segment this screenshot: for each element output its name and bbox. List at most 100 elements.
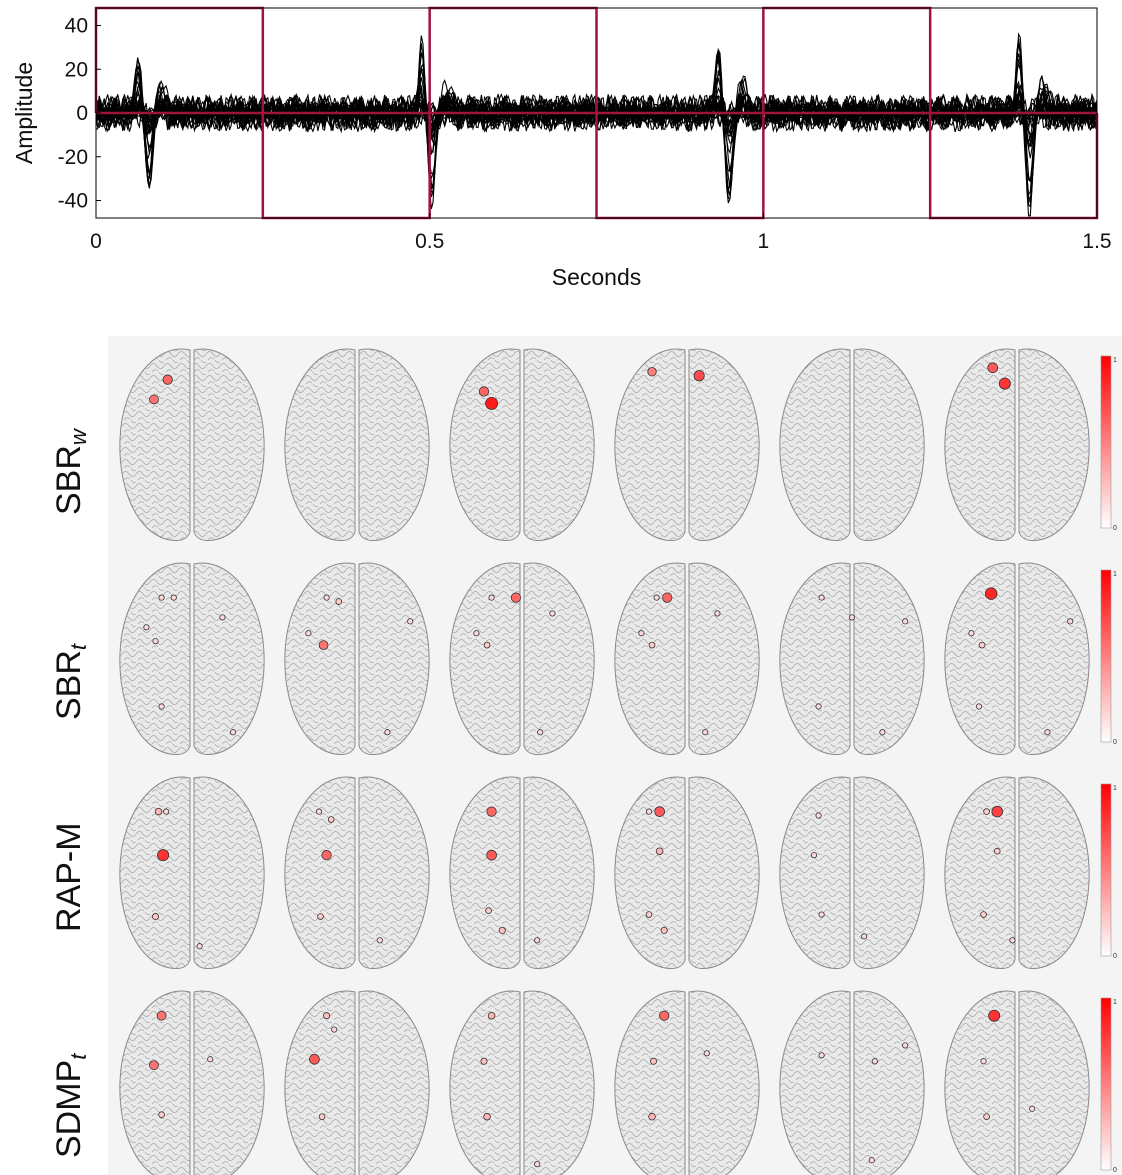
colorbar-min-label: 0 xyxy=(1113,739,1117,746)
y-tick-label: -40 xyxy=(58,190,88,213)
brain-map-cell xyxy=(779,348,925,541)
source-marker xyxy=(478,386,490,397)
source-marker xyxy=(196,943,203,950)
source-marker xyxy=(149,1060,159,1071)
source-marker xyxy=(815,703,822,710)
source-marker xyxy=(645,808,653,815)
source-marker xyxy=(980,911,987,918)
colorbar-max-label: 1 xyxy=(1113,571,1117,578)
source-marker xyxy=(1029,1105,1036,1112)
source-marker xyxy=(315,808,323,815)
colorbar xyxy=(1100,783,1112,957)
brain-hemisphere-right xyxy=(853,776,925,969)
source-marker xyxy=(156,1010,167,1021)
source-marker xyxy=(638,630,645,637)
colorbar xyxy=(1100,569,1112,743)
source-marker xyxy=(487,1011,496,1020)
brain-map-grid: 1 0 1 0 1 0 1 0 xyxy=(119,348,1117,1175)
row-label-sdmp-t: SDMPt xyxy=(50,1053,91,1158)
y-axis-label: Amplitude xyxy=(11,62,37,164)
brain-map-cell xyxy=(284,562,430,755)
x-tick-label: 0.5 xyxy=(415,230,444,253)
colorbar-max-label: 1 xyxy=(1113,999,1117,1006)
brain-hemisphere-right xyxy=(193,776,265,969)
source-marker xyxy=(983,1113,990,1120)
source-marker xyxy=(714,610,721,617)
brain-hemisphere-right xyxy=(1018,990,1090,1175)
source-marker xyxy=(818,1052,825,1059)
brain-hemisphere-left xyxy=(614,776,686,969)
source-marker xyxy=(143,624,150,631)
brain-hemisphere-right xyxy=(523,990,595,1175)
source-marker xyxy=(902,618,909,625)
y-tick-label: 40 xyxy=(65,15,88,38)
brain-map-cell xyxy=(284,990,430,1175)
brain-hemisphere-right xyxy=(1018,348,1090,541)
brain-hemisphere-right xyxy=(1018,776,1090,969)
source-marker xyxy=(871,1058,878,1065)
source-marker xyxy=(879,729,886,736)
source-marker xyxy=(162,374,173,385)
source-marker xyxy=(648,641,656,649)
brain-hemisphere-left xyxy=(449,990,521,1175)
row-label-rap-m: RAP-M xyxy=(50,822,88,932)
brain-hemisphere-right xyxy=(688,776,760,969)
brain-map-cell xyxy=(614,348,760,541)
source-marker xyxy=(149,394,159,405)
source-marker xyxy=(998,377,1011,390)
source-marker xyxy=(158,594,165,601)
brain-map-cell xyxy=(614,776,760,969)
source-marker xyxy=(978,641,986,649)
x-tick-label: 1 xyxy=(757,230,769,253)
source-marker xyxy=(384,729,391,736)
brain-map-cell xyxy=(779,776,925,969)
brain-map-cell xyxy=(779,990,925,1175)
brain-map-cell xyxy=(284,348,430,541)
colorbar-max-label: 1 xyxy=(1113,357,1117,364)
source-marker xyxy=(305,630,312,637)
brain-map-cell xyxy=(944,348,1090,541)
x-axis-label: Seconds xyxy=(552,264,642,290)
brain-hemisphere-right xyxy=(193,348,265,541)
source-marker xyxy=(653,594,660,601)
colorbar-min-label: 0 xyxy=(1113,953,1117,960)
brain-hemisphere-left xyxy=(944,348,1016,541)
brain-hemisphere-left xyxy=(284,562,356,755)
y-tick-label: 20 xyxy=(65,58,88,81)
brain-hemisphere-right xyxy=(853,562,925,755)
brain-hemisphere-left xyxy=(614,562,686,755)
brain-hemisphere-left xyxy=(119,776,191,969)
source-marker xyxy=(818,594,825,601)
source-marker xyxy=(158,1111,165,1118)
brain-map-cell xyxy=(779,562,925,755)
brain-hemisphere-left xyxy=(284,776,356,969)
brain-map-cell xyxy=(119,990,265,1175)
source-marker xyxy=(968,630,975,637)
source-marker xyxy=(510,592,522,603)
brain-map-cell xyxy=(614,562,760,755)
source-marker xyxy=(647,367,657,377)
source-marker xyxy=(486,806,497,817)
brain-hemisphere-right xyxy=(523,348,595,541)
brain-map-cell xyxy=(944,562,1090,755)
source-marker xyxy=(861,933,868,940)
brain-hemisphere-left xyxy=(119,990,191,1175)
axis-ticks: 0 0.5 1 1.5 40 20 0 -20 -40 xyxy=(58,15,1112,254)
source-marker xyxy=(317,913,324,920)
source-marker xyxy=(902,1042,909,1049)
brain-map-cell xyxy=(944,776,1090,969)
source-marker xyxy=(498,926,506,934)
source-marker xyxy=(152,638,159,645)
brain-hemisphere-right xyxy=(523,562,595,755)
brain-hemisphere-left xyxy=(944,562,1016,755)
colorbar xyxy=(1100,355,1112,529)
source-marker xyxy=(309,1053,320,1065)
brain-hemisphere-left xyxy=(449,562,521,755)
brain-hemisphere-left xyxy=(944,776,1016,969)
source-marker xyxy=(993,847,1001,855)
source-marker xyxy=(1067,618,1074,625)
source-marker xyxy=(645,911,653,918)
brain-map-cell xyxy=(284,776,430,969)
source-marker xyxy=(650,1057,658,1065)
brain-hemisphere-right xyxy=(688,562,760,755)
